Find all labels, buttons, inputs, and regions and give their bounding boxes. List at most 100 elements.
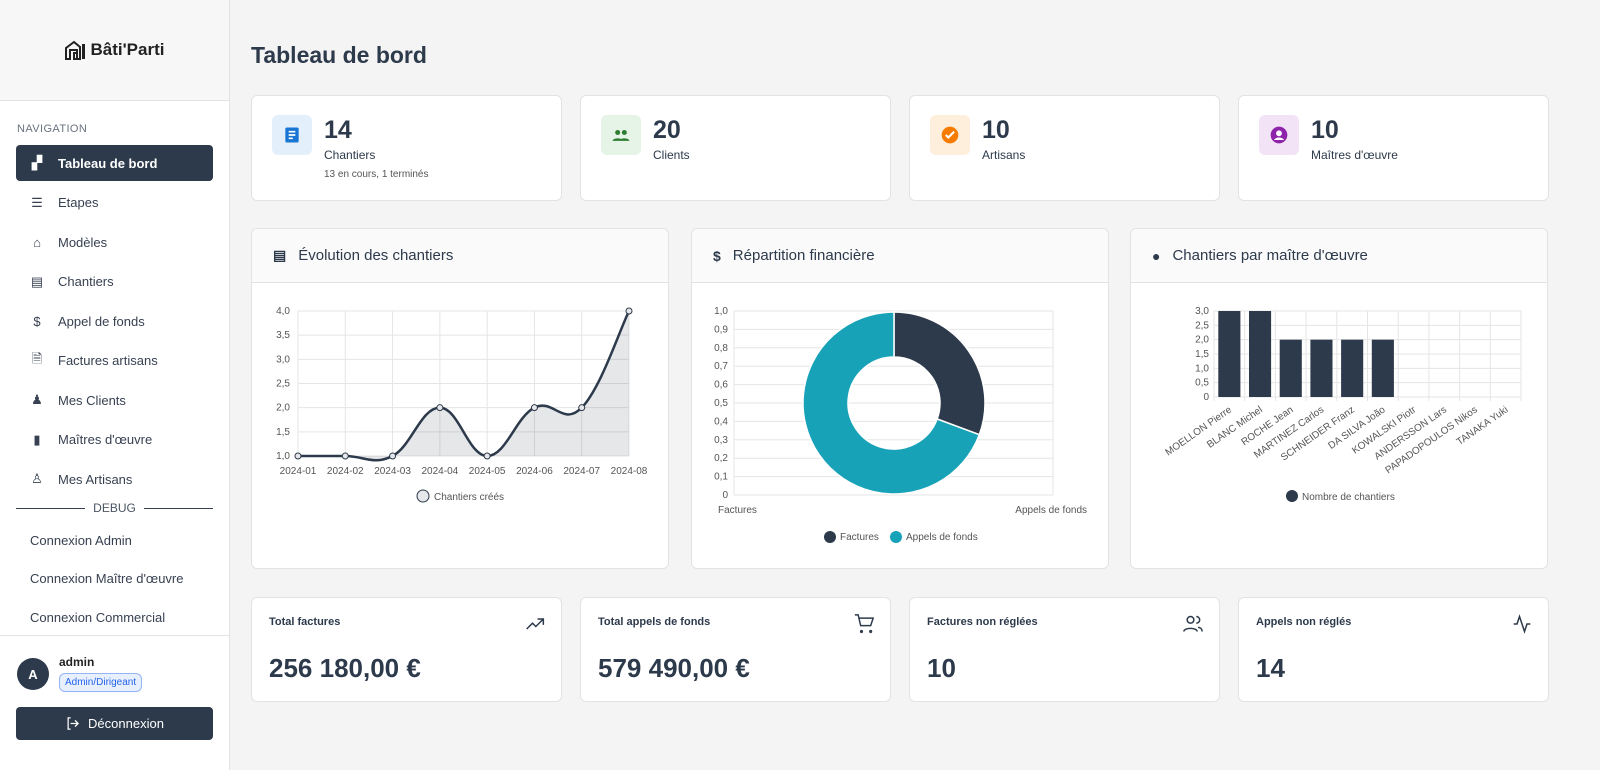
y-tick-label: 0,5 [1195,378,1209,389]
sidebar: Bâti'Parti NAVIGATION ▞ Tableau de bord ☰ E… [0,0,230,770]
logo[interactable]: Bâti'Parti [0,0,229,101]
chart-header-icon: ▤ [273,247,287,263]
stat-icon-box [272,115,312,155]
debug-label: DEBUG [93,501,136,515]
x-tick-label: Factures [718,505,757,516]
y-tick-label: 0,7 [714,361,728,372]
total-card-3: Appels non réglés 14 [1238,597,1549,702]
sidebar-item-label: Maîtres d'œuvre [58,432,153,447]
chart-card-0: ▤ Évolution des chantiers 1,0 1,5 2,0 2,5 3,0… [251,228,669,569]
sidebar-item-label: Mes Clients [58,392,126,408]
sidebar-item-0[interactable]: ▞ Tableau de bord [16,145,213,181]
people-icon [612,130,630,141]
legend-label: Nombre de chantiers [1302,492,1395,503]
sidebar-item-5[interactable]: 🗎 Factures artisans [16,343,213,379]
stat-label: Maîtres d'œuvre [1311,148,1398,162]
x-tick-label: 2024-03 [374,466,411,477]
sidebar-item-1[interactable]: ☰ Etapes [16,185,213,221]
logout-icon [67,717,80,730]
sidebar-item-8[interactable]: ♙ Mes Artisans [16,461,213,497]
y-tick-label: 2,0 [1195,335,1209,346]
x-tick-label: 2024-06 [516,466,553,477]
stat-label: Artisans [982,148,1026,162]
x-tick-label: 2024-02 [327,466,364,477]
y-tick-label: 1,5 [1195,349,1209,360]
x-tick-label: 2024-05 [469,466,506,477]
data-point [389,452,397,460]
data-point [530,404,538,412]
user-panel: A admin Admin/Dirigeant Déconnexion [0,635,230,770]
legend-label: Appels de fonds [906,532,978,543]
y-tick-label: 1,0 [714,306,728,317]
y-tick-label: 0,4 [714,416,728,427]
y-tick-label: 0 [722,490,728,501]
y-tick-label: 1,5 [276,427,290,438]
house-logo-icon [64,40,85,60]
document-icon: ▤ [30,273,44,289]
legend-swatch [416,489,430,503]
donut-slice [802,311,981,495]
debug-login-1[interactable]: Connexion Maître d'œuvre [30,571,184,587]
y-tick-label: 1,0 [1195,363,1209,374]
list-icon: ☰ [31,194,43,210]
bar [1341,339,1364,397]
stat-card-1: 20 Clients [580,95,891,201]
y-tick-label: 1,0 [276,451,290,462]
data-point [294,452,302,460]
x-tick-label: 2024-08 [611,466,648,477]
logout-button[interactable]: Déconnexion [16,707,213,740]
total-label: Total appels de fonds [598,616,711,628]
total-card-1: Total appels de fonds 579 490,00 € [580,597,891,702]
app-name: Bâti'Parti [90,40,165,59]
chart-header-icon: ● [1152,247,1161,264]
sidebar-item-7[interactable]: ▮ Maîtres d'œuvre [16,422,213,458]
chart-header-icon: $ [713,247,721,264]
y-tick-label: 2,5 [1195,320,1209,331]
chart-title: Répartition financière [732,247,875,264]
x-tick-label: 2024-04 [422,466,459,477]
sidebar-item-6[interactable]: ♟ Mes Clients [16,382,213,418]
logout-label: Déconnexion [88,716,164,731]
check-circle-icon [941,126,959,144]
debug-login-0[interactable]: Connexion Admin [30,532,132,548]
debug-login-2[interactable]: Connexion Commercial [30,609,166,625]
stat-value: 20 [653,116,681,144]
dashboard-icon: ▞ [32,155,42,170]
y-tick-label: 0,1 [714,472,728,483]
user-name: admin [59,655,95,669]
dollar-icon: $ [33,313,41,329]
sidebar-item-3[interactable]: ▤ Chantiers [16,264,213,300]
y-tick-label: 0,6 [714,380,728,391]
y-tick-label: 0,2 [714,453,728,464]
legend-label: Chantiers créés [434,492,504,503]
chart-header: $ Répartition financière [692,229,1108,283]
stat-icon-box [930,115,970,155]
chart-card-2: ● Chantiers par maître d'œuvre 0 0,5 1,0 1,5… [1130,228,1548,569]
y-tick-label: 2,5 [276,379,290,390]
total-value: 10 [927,653,956,683]
data-point [578,404,586,412]
y-tick-label: 2,0 [276,403,290,414]
data-point [341,452,349,460]
total-label: Appels non réglés [1256,616,1352,628]
data-point [436,404,444,412]
bar [1248,311,1272,397]
chart-0: 1,0 1,5 2,0 2,5 3,0 3,5 4,0 2024-01 2024-02 2024-… [276,306,648,503]
total-value: 14 [1256,653,1285,683]
bar [1218,311,1241,397]
file-icon: 🗎 [31,350,43,366]
legend-label: Factures [840,532,879,543]
stat-label: Chantiers [324,148,376,162]
stat-value: 10 [982,116,1010,144]
sidebar-item-4[interactable]: $ Appel de fonds [16,303,213,339]
y-tick-label: 0,5 [714,398,728,409]
data-point [625,307,633,315]
sidebar-item-2[interactable]: ⌂ Modèles [16,224,213,260]
chart-card-1: $ Répartition financière 0 0,1 0,2 0,3 0,4 0,5… [691,228,1109,569]
bar [1371,339,1394,397]
legend-swatch [824,531,836,543]
debug-divider: DEBUG [16,501,213,515]
chart-title: Évolution des chantiers [298,247,454,264]
nav-section-label: NAVIGATION [17,123,88,135]
